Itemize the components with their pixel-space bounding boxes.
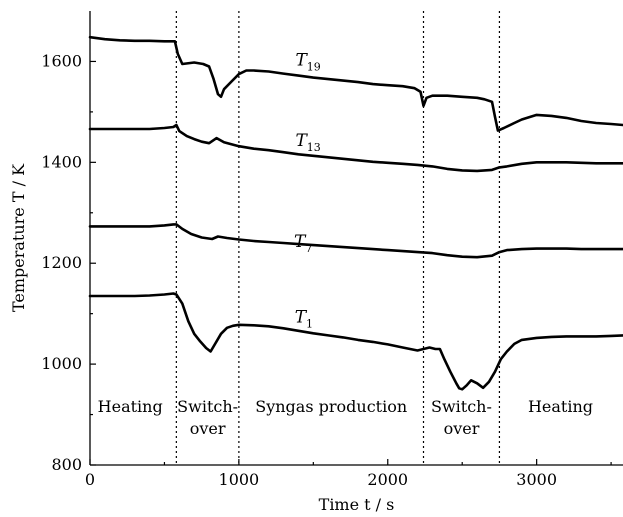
series-label-t1: T1: [295, 308, 313, 331]
series-line-t1: [88, 292, 623, 391]
phase-label-3: Switch-: [431, 397, 492, 416]
phase-label-2: Syngas production: [255, 397, 407, 416]
y-tick-label-1000: 1000: [41, 354, 82, 373]
series-labels: T19 T13 T7 T1: [294, 50, 321, 330]
x-tick-label-0: 0: [85, 470, 95, 489]
series-label-t7: T7: [294, 232, 312, 255]
y-tick-label-1200: 1200: [41, 253, 82, 272]
series-line-t13: [88, 123, 623, 173]
phase-label-1-line2: over: [190, 419, 226, 438]
series-line-t19: [88, 35, 623, 132]
y-tick-label-800: 800: [51, 455, 82, 474]
axis-ticks: 0 1000 2000 3000 800 1000 1200 1400 1600: [41, 51, 612, 489]
y-axis-label: Temperature T / K: [9, 163, 28, 312]
phase-label-4: Heating: [528, 397, 593, 416]
x-tick-label-2000: 2000: [367, 470, 408, 489]
phase-label-3-line2: over: [444, 419, 480, 438]
phase-dividers: [175, 11, 501, 465]
phase-label-1: Switch-: [177, 397, 238, 416]
x-axis-label: Time t / s: [319, 495, 395, 514]
x-tick-label-1000: 1000: [219, 470, 260, 489]
y-tick-label-1600: 1600: [41, 51, 82, 70]
axis-labels: Time t / s Temperature T / K: [9, 163, 394, 514]
series-label-t13: T13: [295, 131, 320, 154]
x-tick-label-3000: 3000: [516, 470, 557, 489]
series-line-t7: [88, 223, 623, 259]
series-lines: [88, 35, 623, 391]
series-label-t19: T19: [295, 50, 320, 73]
y-tick-label-1400: 1400: [41, 152, 82, 171]
phase-label-0: Heating: [98, 397, 163, 416]
phase-labels: Heating Switch-over Syngas production Switc…: [98, 397, 593, 438]
plot-frame: [89, 11, 623, 466]
